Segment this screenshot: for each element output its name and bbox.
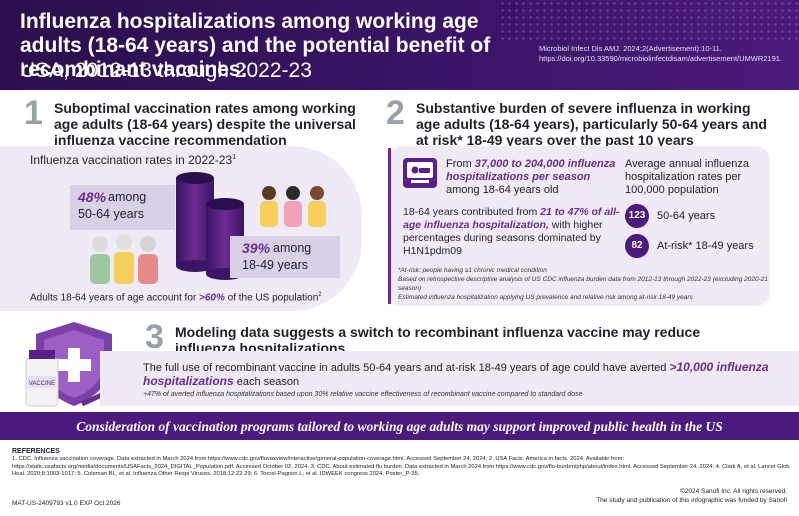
page-title: Influenza hospitalizations among working… bbox=[20, 10, 491, 81]
rate-badge-at-risk: 82 bbox=[625, 234, 649, 258]
rate-box-18-49: 39% among 18-49 years bbox=[230, 236, 340, 278]
references-title: REFERENCES bbox=[12, 448, 60, 455]
page-subtitle: USA, 2012-13 through 2022-23 bbox=[20, 59, 312, 82]
header-dot-pattern bbox=[499, 0, 799, 40]
younger-adults-illustration bbox=[260, 186, 326, 227]
rate-label-at-risk: At-risk* 18-49 years bbox=[657, 240, 754, 252]
older-adults-illustration bbox=[90, 234, 158, 284]
section-1-number: 1 bbox=[24, 94, 43, 132]
contribution-text: 18-64 years contributed from 21 to 47% o… bbox=[403, 206, 620, 257]
section-2-number: 2 bbox=[386, 94, 405, 132]
section-2-panel bbox=[388, 146, 770, 306]
average-rates-title: Average annual influenza hospitalization… bbox=[625, 158, 749, 196]
references-body: 1. CDC. Influenza vaccination coverage. … bbox=[12, 456, 790, 477]
section-3-number: 3 bbox=[145, 318, 164, 356]
vaccination-rates-label: Influenza vaccination rates in 2022-231 bbox=[30, 153, 237, 167]
section-2-heading: Substantive burden of severe influenza i… bbox=[416, 100, 767, 148]
copyright: ©2024 Sanofi Inc. All rights reserved. bbox=[679, 488, 787, 495]
citation: Microbiol Infect Dis AMJ. 2024;2(Adverti… bbox=[539, 44, 783, 63]
section-3-panel bbox=[100, 351, 799, 406]
rate-box-50-64: 48% among 50-64 years bbox=[70, 185, 175, 230]
rate-badge-50-64: 123 bbox=[625, 204, 649, 228]
population-share-text: Adults 18-64 years of age account for >6… bbox=[30, 292, 322, 304]
averted-hospitalizations-text: The full use of recombinant vaccine in a… bbox=[143, 360, 769, 389]
conclusion-text: Consideration of vaccination programs ta… bbox=[76, 419, 723, 434]
vial-label: VACCINE bbox=[29, 381, 55, 387]
rate-label-50-64: 50-64 years bbox=[657, 210, 716, 222]
section-2-footnotes: *At-risk: people having ≥1 chronic medic… bbox=[398, 267, 768, 301]
header-banner: Influenza hospitalizations among working… bbox=[0, 0, 799, 90]
hospital-bed-icon bbox=[403, 158, 437, 188]
funding-statement: The study and publication of this infogr… bbox=[596, 497, 787, 504]
section-2-accent-line bbox=[388, 148, 391, 304]
section-3-note: +47% of averted influenza hospitalizatio… bbox=[143, 391, 583, 398]
vaccination-bar-cylinders bbox=[176, 172, 244, 280]
conclusion-banner: Consideration of vaccination programs ta… bbox=[0, 412, 799, 440]
hospitalizations-range-text: From 37,000 to 204,000 influenza hospita… bbox=[446, 158, 616, 196]
section-1-heading: Suboptimal vaccination rates among worki… bbox=[54, 100, 356, 148]
material-code: MAT-US-2409793 v1.0 EXP Oct 2026 bbox=[12, 500, 121, 507]
